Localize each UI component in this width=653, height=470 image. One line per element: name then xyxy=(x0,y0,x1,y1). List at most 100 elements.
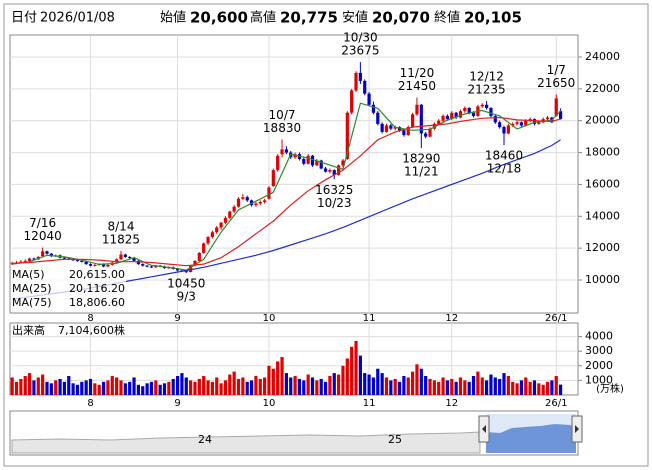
candle-body xyxy=(471,112,476,116)
volume-bar xyxy=(180,373,184,395)
x-tick-label: 9 xyxy=(174,398,180,409)
candle-body xyxy=(197,252,201,261)
volume-bar xyxy=(23,376,27,395)
volume-bar xyxy=(249,380,254,395)
annotation-price: 16325 xyxy=(315,183,353,197)
volume-bar xyxy=(319,378,323,395)
x-tick-label: 11 xyxy=(363,398,376,409)
candle-body xyxy=(389,125,393,129)
candle-body xyxy=(302,158,306,164)
volume-bar xyxy=(463,380,467,395)
volume-bar xyxy=(354,340,358,395)
y-tick-label: 22000 xyxy=(585,82,620,95)
candle-body xyxy=(23,260,27,262)
date-label: 日付 xyxy=(11,11,37,26)
volume-bar xyxy=(210,381,214,395)
candle-body xyxy=(463,107,467,112)
y-tick-label: 3000 xyxy=(585,344,613,357)
volume-bar xyxy=(554,376,558,395)
candle-body xyxy=(484,104,489,108)
candle-body xyxy=(75,260,80,262)
legend-value: 18,806.60 xyxy=(69,296,125,309)
candle-body xyxy=(254,203,258,206)
volume-bar xyxy=(511,381,515,395)
volume-bar xyxy=(445,380,450,395)
volume-bar xyxy=(376,368,380,395)
candle-body xyxy=(306,155,310,164)
volume-bar xyxy=(141,386,145,395)
candle-body xyxy=(380,123,384,132)
volume-bar xyxy=(350,346,354,395)
volume-bar xyxy=(389,380,393,395)
annotation-price: 23675 xyxy=(341,44,379,58)
candle-body xyxy=(415,104,419,115)
volume-bar xyxy=(545,381,550,395)
volume-bar xyxy=(537,383,541,395)
volume-bar xyxy=(363,373,367,395)
x-tick-label: 9 xyxy=(174,313,180,324)
legend-name: MA(75) xyxy=(12,296,52,309)
candle-body xyxy=(437,120,441,124)
candle-body xyxy=(345,112,349,159)
x-tick-label: 10 xyxy=(263,398,276,409)
volume-bar xyxy=(458,377,463,395)
candle-body xyxy=(232,206,236,212)
volume-bar xyxy=(258,378,262,395)
volume-bar xyxy=(332,373,336,395)
volume-bar xyxy=(171,378,175,395)
volume-bar xyxy=(27,373,32,395)
price-plot-frame xyxy=(9,34,579,314)
volume-bar xyxy=(128,381,132,395)
candle-body xyxy=(419,104,423,134)
navigator-history xyxy=(11,431,481,454)
x-tick-label: 8 xyxy=(87,313,93,324)
candle-body xyxy=(489,107,493,116)
volume-bar xyxy=(162,383,167,395)
header: 日付 2026/01/08 xyxy=(11,11,115,26)
annotation-price: 10450 xyxy=(167,276,205,290)
candle-body xyxy=(62,257,67,259)
price-value: 20,600 xyxy=(190,9,248,27)
volume-bar xyxy=(315,380,319,395)
candle-body xyxy=(145,265,149,267)
candle-body xyxy=(141,264,145,266)
y-tick-label: 16000 xyxy=(585,177,620,190)
candle-body xyxy=(88,264,93,266)
volume-bar xyxy=(75,384,80,395)
volume-bar xyxy=(10,377,14,395)
candle-body xyxy=(45,251,49,254)
volume-bar xyxy=(428,378,432,395)
y-tick-label: 18000 xyxy=(585,146,620,159)
volume-bar xyxy=(97,384,101,395)
volume-bar xyxy=(93,383,97,395)
candle-body xyxy=(236,198,241,207)
volume-bar xyxy=(232,371,236,395)
legend-name: MA(5) xyxy=(12,268,45,281)
candle-body xyxy=(554,98,558,116)
candle-body xyxy=(258,201,262,204)
price-value: 20,775 xyxy=(280,9,338,27)
volume-bar xyxy=(289,377,293,395)
volume-bar xyxy=(158,384,162,395)
candle-body xyxy=(271,170,275,187)
volume-bar xyxy=(450,378,454,395)
volume-bar xyxy=(467,381,471,395)
candle-body xyxy=(376,112,380,124)
volume-bar xyxy=(310,377,315,395)
volume-bar xyxy=(58,378,62,395)
candle-body xyxy=(132,257,136,261)
candle-body xyxy=(101,264,106,267)
volume-bar xyxy=(280,357,284,395)
candle-body xyxy=(323,168,328,172)
volume-bar xyxy=(476,371,480,395)
volume-bar xyxy=(371,377,376,395)
candle-body xyxy=(123,254,127,257)
volume-bar xyxy=(228,374,232,395)
x-tick-label: 12 xyxy=(445,313,458,324)
volume-latest: 7,104,600株 xyxy=(58,323,125,337)
candle-body xyxy=(454,112,458,118)
candle-body xyxy=(537,122,541,124)
volume-bar xyxy=(149,381,154,395)
candle-body xyxy=(84,261,88,265)
